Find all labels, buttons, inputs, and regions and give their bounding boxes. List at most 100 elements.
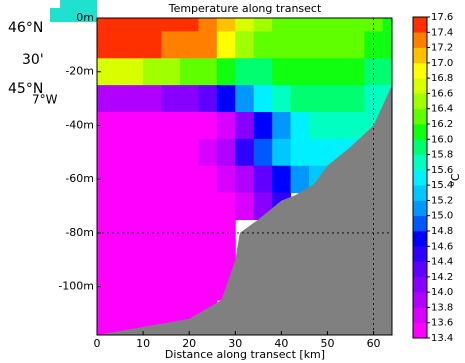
colorbar-tick-label: 16.4 xyxy=(431,104,453,115)
temperature-cell xyxy=(216,246,236,274)
temperature-cell xyxy=(106,58,126,86)
temperature-cell xyxy=(235,165,255,194)
temperature-cell xyxy=(143,165,163,194)
temperature-cell xyxy=(290,138,310,167)
temperature-cell xyxy=(124,18,144,32)
temperature-cell xyxy=(124,31,144,59)
colorbar-tick-label: 17.4 xyxy=(431,27,453,38)
temperature-cell xyxy=(97,273,107,301)
x-tick-label: 50 xyxy=(320,337,334,350)
y-tick-label: -40m xyxy=(65,118,94,131)
temperature-cell xyxy=(216,58,236,86)
temperature-cell xyxy=(161,192,181,220)
temperature-cell xyxy=(198,18,218,32)
temperature-cell xyxy=(235,58,255,86)
temperature-cell xyxy=(253,165,273,194)
temperature-cell xyxy=(272,18,292,32)
colorbar-tick-label: 13.6 xyxy=(431,318,453,329)
temperature-cell xyxy=(179,165,199,194)
temperature-cell xyxy=(179,18,199,32)
temperature-cell xyxy=(198,112,218,140)
temperature-cell xyxy=(216,138,236,167)
colorbar-segment xyxy=(413,322,427,339)
temperature-cell xyxy=(216,192,236,220)
temperature-cell xyxy=(161,31,181,59)
y-tick-label: -100m xyxy=(58,280,94,293)
colorbar-segment xyxy=(413,261,427,278)
colorbar-segment xyxy=(413,215,427,232)
temperature-cell xyxy=(345,85,365,113)
temperature-cell xyxy=(309,138,328,167)
x-axis-label: Distance along transect [km] xyxy=(165,348,325,361)
temperature-cell xyxy=(253,18,273,32)
temperature-cell xyxy=(97,85,107,113)
colorbar-tick-label: 17.0 xyxy=(431,58,453,69)
temperature-cell xyxy=(143,138,163,167)
temperature-cell xyxy=(124,85,144,113)
temperature-cell xyxy=(382,18,392,32)
temperature-cell xyxy=(179,85,199,113)
title-box xyxy=(150,2,340,16)
map-label: 7°W xyxy=(32,93,58,107)
temperature-cell xyxy=(253,58,273,86)
colorbar-tick-label: 14.4 xyxy=(431,257,453,268)
map-label: 46°N xyxy=(8,20,43,36)
temperature-cell xyxy=(179,273,199,301)
temperature-cell xyxy=(290,31,310,59)
temperature-cell xyxy=(198,165,218,194)
temperature-cell xyxy=(272,165,292,194)
colorbar-segment xyxy=(413,47,427,64)
temperature-cell xyxy=(179,138,199,167)
colorbar-tick-label: 14.2 xyxy=(431,272,453,283)
temperature-cell xyxy=(327,31,347,59)
temperature-cell xyxy=(179,246,199,274)
temperature-cell xyxy=(198,85,218,113)
temperature-cell xyxy=(143,192,163,220)
temperature-cell xyxy=(216,219,236,247)
temperature-cell xyxy=(198,31,218,59)
temperature-cell xyxy=(235,138,255,167)
temperature-cell xyxy=(253,138,273,167)
temperature-cell xyxy=(106,219,126,247)
temperature-cell xyxy=(97,31,107,59)
temperature-cell xyxy=(235,112,255,140)
temperature-cell xyxy=(143,246,163,274)
temperature-cell xyxy=(106,31,126,59)
chart-title: Temperature along transect xyxy=(168,2,322,15)
colorbar-tick-label: 15.6 xyxy=(431,165,453,176)
temperature-cell xyxy=(97,138,107,167)
colorbar-segment xyxy=(413,154,427,171)
temperature-cell xyxy=(97,165,107,194)
colorbar-tick-label: 16.6 xyxy=(431,88,453,99)
y-tick-label: 0m xyxy=(76,11,94,24)
temperature-cell xyxy=(124,58,144,86)
temperature-cell xyxy=(216,31,236,59)
seafloor-line xyxy=(97,18,392,335)
colorbar-segment xyxy=(413,185,427,201)
temperature-cell xyxy=(327,18,347,32)
temperature-cell xyxy=(161,219,181,247)
temperature-cell xyxy=(290,85,310,113)
temperature-cell xyxy=(327,58,347,86)
temperature-cell xyxy=(364,58,384,86)
colorbar-segment xyxy=(413,17,427,33)
colorbar-tick-label: 16.2 xyxy=(431,119,453,130)
colorbar-tick-label: 15.0 xyxy=(431,211,453,222)
temperature-cell xyxy=(364,31,384,59)
temperature-cell xyxy=(161,165,181,194)
temperature-cell xyxy=(309,85,328,113)
temperature-cell xyxy=(143,273,163,301)
temperature-cell xyxy=(97,18,107,32)
y-tick-label: -60m xyxy=(65,172,94,185)
colorbar-tick-label: 13.4 xyxy=(431,333,453,344)
temperature-cell xyxy=(124,273,144,301)
temperature-cell xyxy=(161,58,181,86)
y-tick-label: -80m xyxy=(65,226,94,239)
temperature-cell xyxy=(345,18,365,32)
temperature-cell xyxy=(106,246,126,274)
temperature-cell xyxy=(97,192,107,220)
temperature-cell xyxy=(235,192,255,220)
temperature-cell xyxy=(179,112,199,140)
map-fragment-edge xyxy=(0,0,60,8)
colorbar-segment xyxy=(413,62,427,79)
